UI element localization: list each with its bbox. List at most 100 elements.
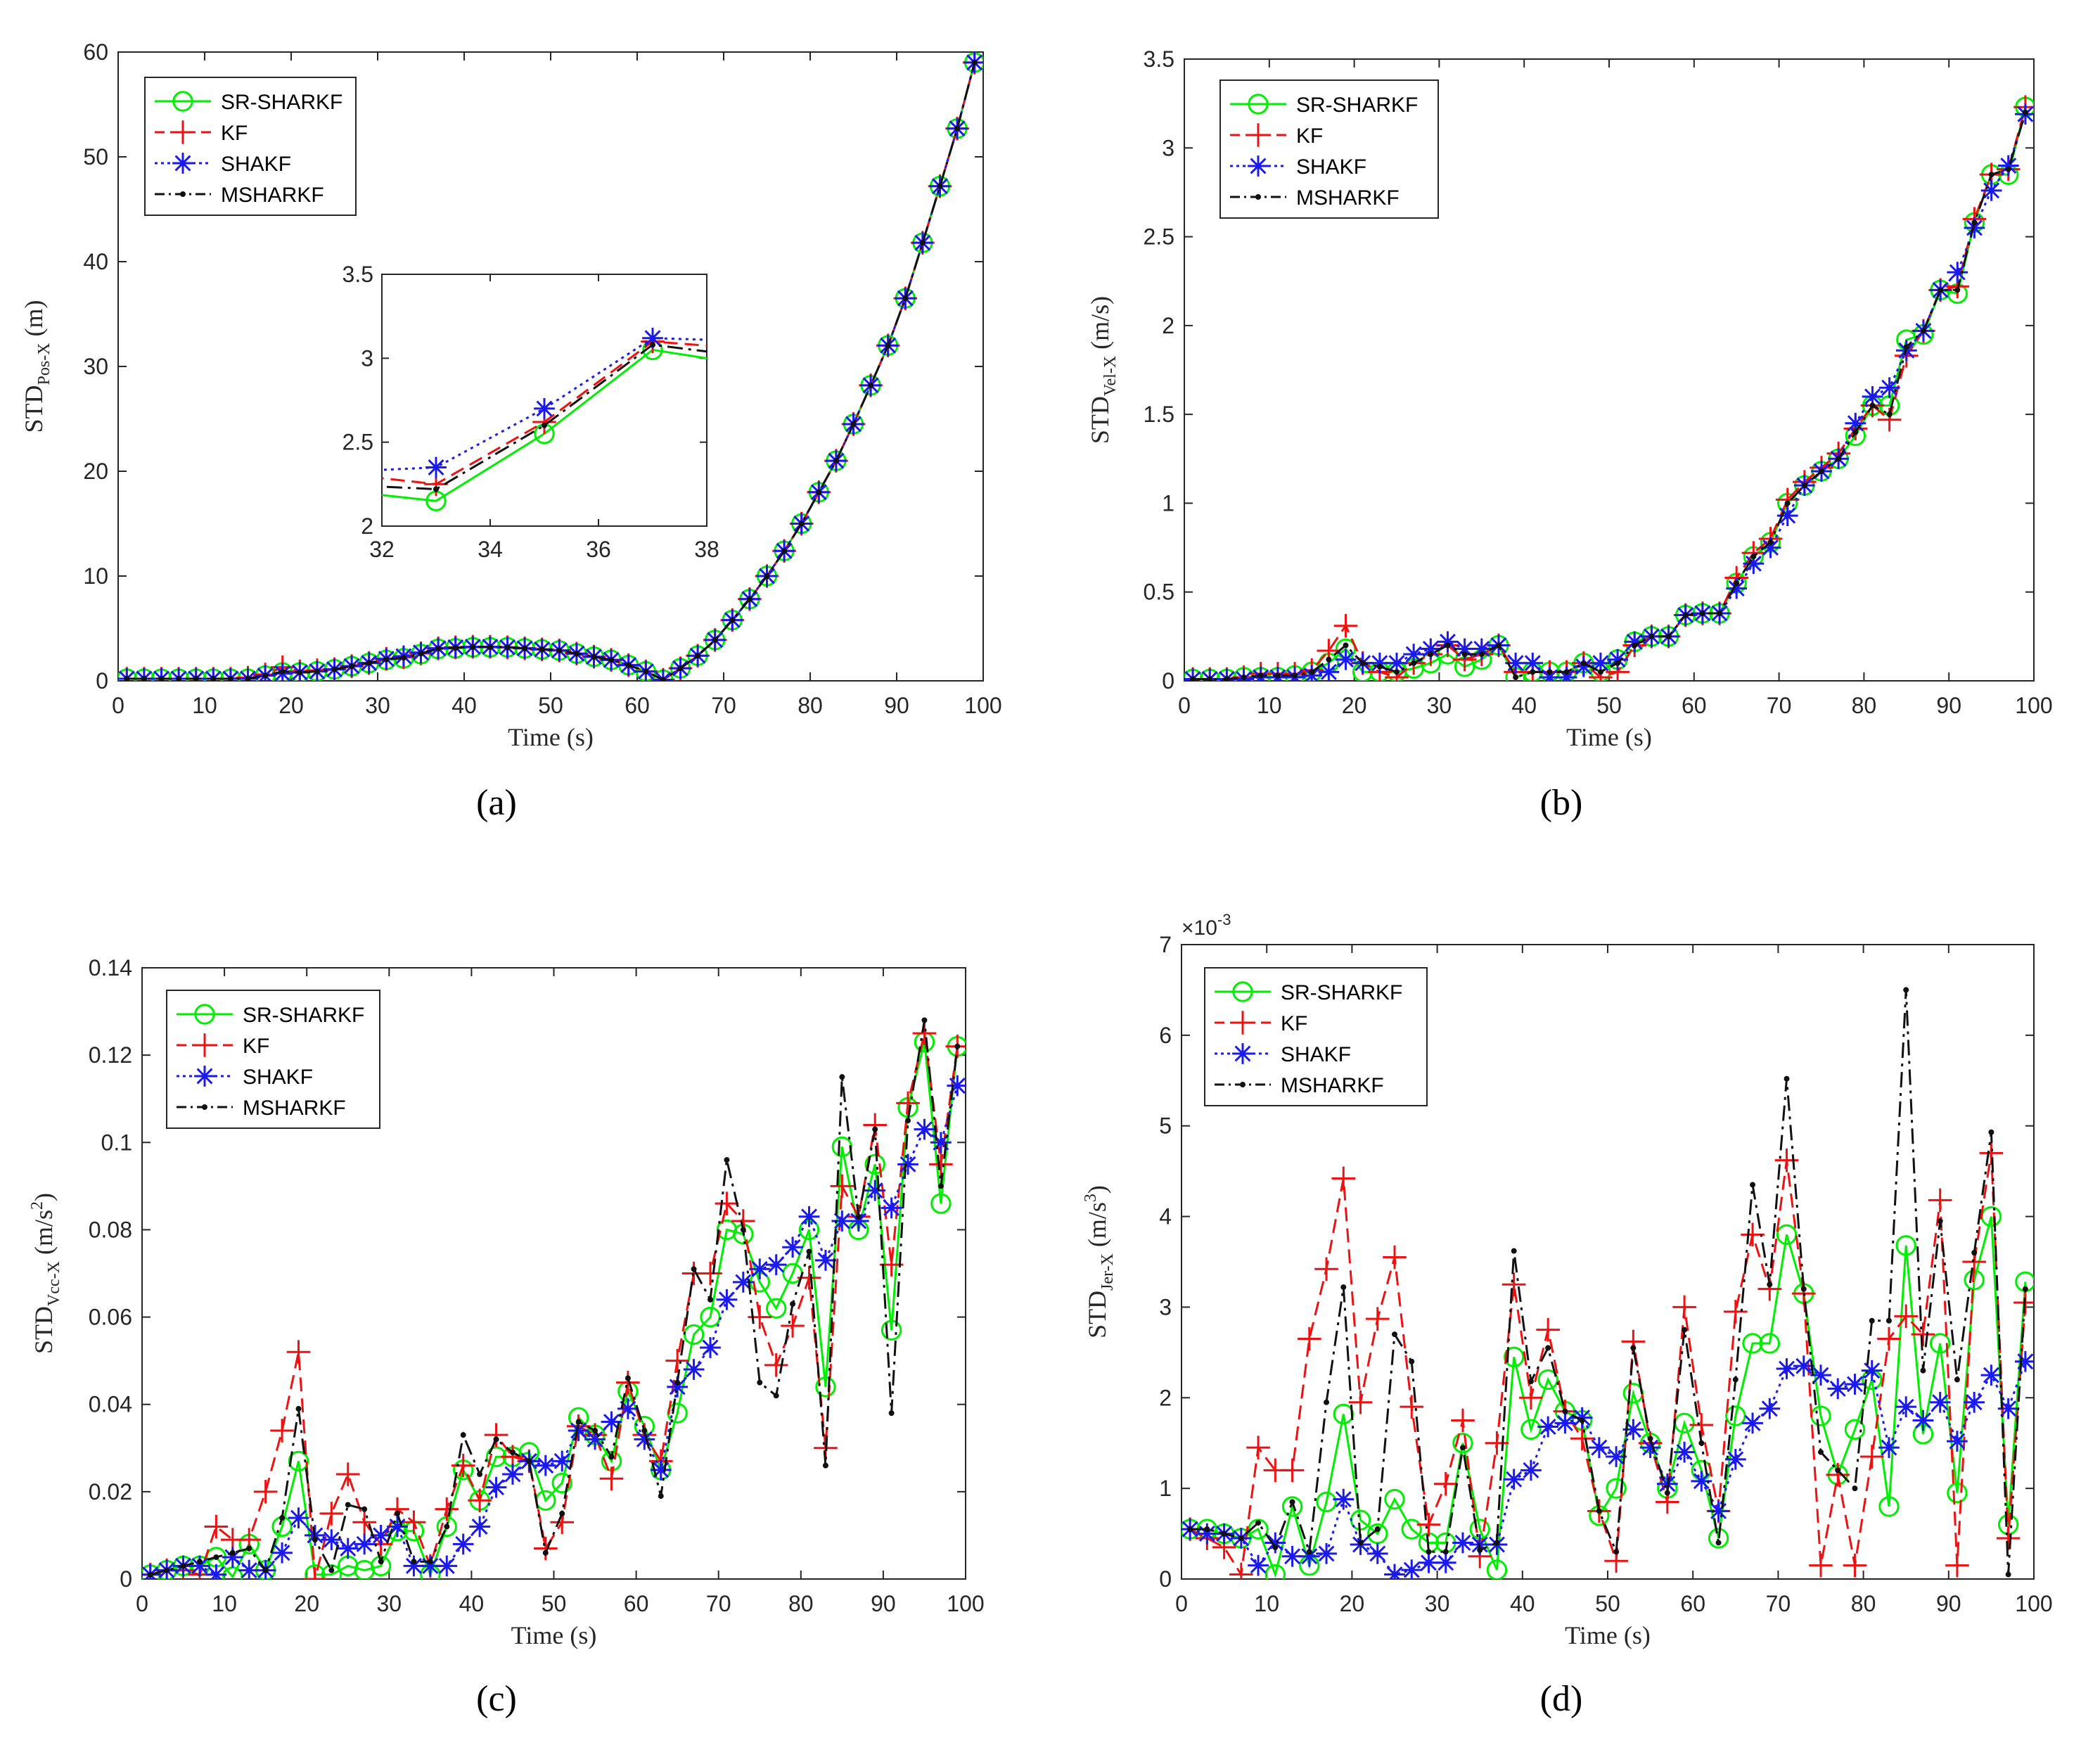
data-point-msharkf — [1204, 1526, 1210, 1533]
data-point-kf — [1945, 1553, 1969, 1578]
x-tick-label: 20 — [294, 1591, 319, 1616]
series-line-msharkf — [150, 1020, 959, 1576]
y-tick-label: 50 — [83, 144, 108, 170]
data-point-kf — [1229, 1562, 1253, 1579]
data-point-shakf — [897, 1153, 918, 1175]
legend-label-shakf: SHAKF — [1281, 1043, 1351, 1066]
data-point-kf — [1979, 1141, 2004, 1165]
data-point-msharkf — [822, 1462, 828, 1469]
data-point-kf — [1774, 1148, 1799, 1172]
y-axis-label: STDVcc-X (m/s2) — [28, 1193, 63, 1354]
data-point-msharkf — [919, 240, 926, 246]
data-point-shakf — [1401, 1559, 1423, 1579]
data-point-msharkf — [1988, 172, 1994, 178]
data-point-shakf — [1947, 1431, 1968, 1452]
data-point-kf — [468, 1488, 492, 1513]
data-point-msharkf — [764, 573, 770, 579]
data-point-msharkf — [712, 637, 718, 643]
data-point-shakf — [1997, 155, 2019, 177]
legend-marker-kf — [1246, 123, 1270, 147]
data-point-shakf — [1724, 1449, 1746, 1470]
y-tick-label: 0 — [120, 1566, 132, 1592]
inset-x-tick-label: 34 — [478, 537, 503, 562]
data-point-kf — [698, 1261, 722, 1286]
y-tick-label: 1 — [1159, 1476, 1172, 1501]
data-point-msharkf — [1478, 651, 1485, 658]
data-point-shakf — [1418, 1552, 1440, 1573]
y-tick-label: 6 — [1159, 1023, 1172, 1048]
data-point-shakf — [1369, 652, 1390, 674]
data-point-msharkf — [1547, 669, 1553, 675]
data-point-sr-sharkf — [1708, 1528, 1729, 1549]
data-point-shakf — [1301, 665, 1323, 681]
data-point-msharkf — [746, 596, 753, 602]
chart-b: 0 10 20 30 40 50 60 70 80 90 100 0 0.5 1 1.5 2 2.5 3 3.5 Ti… — [1086, 46, 2053, 823]
data-point-msharkf — [641, 1427, 648, 1433]
y-axis-label-base: STD — [1086, 396, 1114, 444]
data-point-sr-sharkf — [1929, 1333, 1951, 1354]
data-point-shakf — [1264, 1532, 1286, 1554]
x-axis-label: Time (s) — [1565, 1621, 1651, 1649]
data-point-msharkf — [312, 1537, 318, 1543]
data-point-sr-sharkf — [864, 1153, 885, 1175]
data-point-msharkf — [196, 1559, 203, 1565]
data-point-kf — [319, 1502, 344, 1526]
y-tick-label: 0.14 — [89, 955, 132, 980]
data-point-shakf — [1607, 648, 1628, 670]
data-point-msharkf — [954, 125, 961, 132]
data-point-kf — [1570, 1426, 1594, 1451]
x-tick-label: 80 — [798, 693, 823, 718]
data-point-msharkf — [798, 520, 805, 527]
data-point-msharkf — [262, 1567, 269, 1573]
legend-marker-shakf — [1232, 1043, 1253, 1064]
data-point-kf — [764, 1353, 788, 1377]
data-point-msharkf — [378, 1559, 384, 1565]
data-point-msharkf — [1597, 669, 1603, 675]
data-point-msharkf — [1698, 1440, 1705, 1446]
data-point-msharkf — [1852, 1485, 1858, 1492]
legend-label-kf: KF — [221, 122, 248, 145]
data-point-msharkf — [1801, 482, 1807, 489]
data-point-shakf — [1298, 1545, 1320, 1567]
data-point-shakf — [1316, 1543, 1337, 1564]
data-point-shakf — [502, 1464, 523, 1485]
data-point-shakf — [370, 1525, 392, 1546]
data-point-msharkf — [2005, 1571, 2011, 1578]
data-point-msharkf — [366, 660, 372, 666]
data-point-shakf — [1929, 1391, 1951, 1413]
data-point-msharkf — [1528, 1379, 1534, 1385]
y-tick-label: 20 — [83, 459, 108, 484]
data-point-msharkf — [1920, 1367, 1926, 1374]
x-tick-label: 20 — [1342, 693, 1367, 718]
series-group — [1182, 987, 2034, 1579]
data-point-kf — [1501, 1272, 1526, 1297]
data-point-msharkf — [193, 676, 199, 681]
data-point-kf — [435, 1497, 459, 1521]
data-point-msharkf — [1954, 1376, 1960, 1383]
y-tick-label: 1.5 — [1144, 402, 1174, 427]
x-tick-label: 30 — [365, 693, 390, 718]
data-point-msharkf — [1530, 669, 1536, 675]
inset-x-tick-label: 32 — [369, 537, 395, 562]
data-point-msharkf — [559, 1510, 565, 1516]
x-tick-label: 60 — [1680, 1591, 1705, 1616]
data-point-kf — [896, 1091, 920, 1116]
data-point-msharkf — [592, 1427, 598, 1433]
data-point-msharkf — [1818, 1449, 1824, 1455]
data-point-msharkf — [1442, 1549, 1449, 1555]
data-point-shakf — [534, 1455, 556, 1476]
series-line-sr-sharkf — [1193, 106, 2027, 680]
data-point-msharkf — [487, 644, 493, 651]
inset-data-point-msharkf — [433, 486, 439, 492]
data-point-shakf — [1403, 644, 1425, 665]
x-tick-label: 100 — [2015, 693, 2052, 718]
y-axis-label: STDVel-X (m/s) — [1086, 296, 1120, 444]
data-point-shakf — [1537, 1416, 1559, 1438]
data-point-msharkf — [855, 1213, 862, 1220]
y-axis-label-sub: Vcc-X — [45, 1261, 63, 1306]
data-point-msharkf — [888, 1410, 895, 1417]
data-point-kf — [303, 1567, 327, 1579]
data-point-msharkf — [790, 1300, 796, 1307]
data-point-kf — [1485, 1431, 1509, 1455]
data-point-shakf — [1522, 652, 1544, 674]
